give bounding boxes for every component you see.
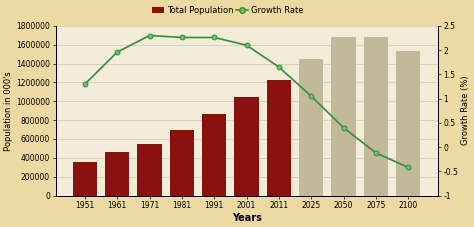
Bar [331, 37, 356, 195]
Bar [202, 114, 227, 195]
Bar [235, 96, 259, 195]
Bar [73, 162, 97, 195]
Bar [170, 131, 194, 195]
Bar [396, 51, 420, 195]
Y-axis label: Population in 000's: Population in 000's [4, 71, 13, 151]
Bar [364, 37, 388, 195]
Bar [267, 81, 291, 195]
Bar [137, 144, 162, 195]
Y-axis label: Growth Rate (%): Growth Rate (%) [461, 76, 470, 146]
Legend: Total Population, Growth Rate: Total Population, Growth Rate [150, 4, 305, 17]
X-axis label: Years: Years [232, 213, 262, 223]
Bar [105, 152, 129, 195]
Bar [299, 59, 323, 195]
